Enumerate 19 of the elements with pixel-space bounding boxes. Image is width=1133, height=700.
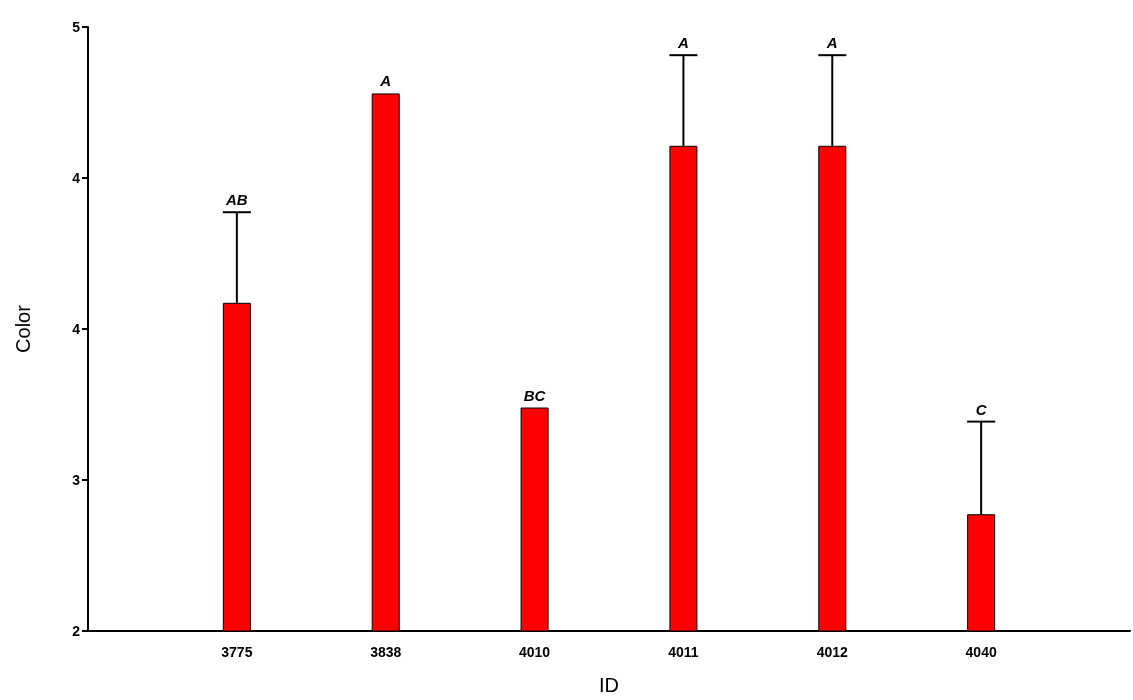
y-axis-title: Color: [12, 304, 34, 353]
y-tick-label: 5: [72, 19, 81, 35]
y-tick-label: 4: [72, 321, 81, 337]
x-tick-label: 4040: [965, 644, 997, 660]
annotation: A: [379, 72, 392, 90]
y-tick-label: 3: [72, 472, 81, 488]
annotation: A: [677, 34, 689, 52]
annotation: AB: [225, 191, 248, 209]
x-tick-label: 3838: [370, 644, 402, 660]
annotation: BC: [523, 386, 547, 404]
y-tick-label: 2: [72, 623, 81, 639]
x-tick-label: 3775: [221, 644, 253, 660]
x-tick-label: 4011: [668, 644, 699, 660]
x-tick-label: 4012: [816, 644, 849, 660]
x-axis-title: ID: [599, 674, 619, 696]
annotation: C: [975, 400, 988, 418]
annotation: A: [825, 34, 838, 52]
y-tick-label: 4: [72, 170, 81, 186]
x-tick-label: 4010: [518, 644, 551, 660]
